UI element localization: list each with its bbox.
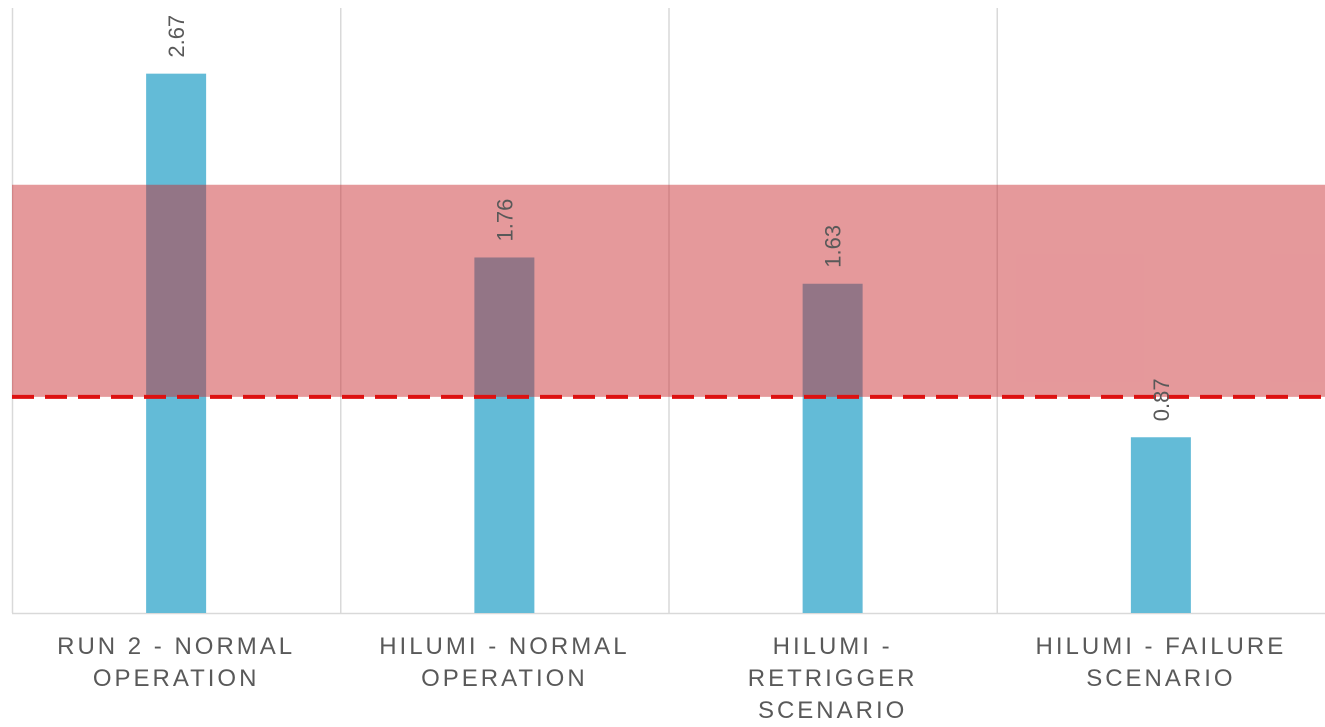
bar <box>802 283 863 613</box>
category-tick-label: HILUMI -RETRIGGER SCENARIO <box>748 633 918 724</box>
bar <box>146 73 207 613</box>
data-label: 2.67 <box>164 15 189 58</box>
data-label: 1.63 <box>821 225 846 268</box>
shaded-band <box>12 184 1325 397</box>
bar <box>474 257 535 613</box>
data-label: 0.87 <box>1149 378 1174 421</box>
data-label: 1.76 <box>492 199 517 242</box>
category-tick-label: HILUMI - FAILURE SCENARIO <box>1036 633 1287 692</box>
bar <box>1130 437 1191 613</box>
category-tick-label: RUN 2 - NORMAL OPERATION <box>57 633 295 692</box>
category-tick-label: HILUMI - NORMAL OPERATION <box>379 633 629 692</box>
